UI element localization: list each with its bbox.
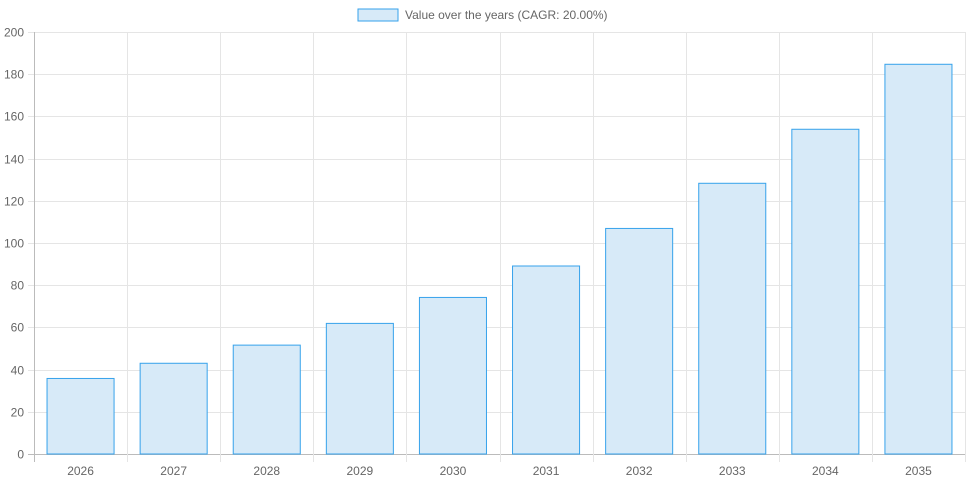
bar — [512, 265, 581, 455]
legend-label: Value over the years (CAGR: 20.00%) — [405, 8, 608, 22]
y-axis-labels: 0 20 40 60 80 100 120 140 160 180 200 — [4, 26, 24, 462]
y-tick-label: 200 — [4, 26, 24, 40]
x-tick-label: 2030 — [440, 464, 467, 478]
x-axis-labels: 2026 2027 2028 2029 2030 2031 2032 2033 2034 2035 — [67, 464, 932, 478]
x-tick-label: 2029 — [346, 464, 373, 478]
x-tick-label: 2026 — [67, 464, 94, 478]
y-tick-label: 160 — [4, 110, 24, 124]
x-tick-label: 2031 — [533, 464, 560, 478]
bar — [884, 63, 953, 455]
legend-swatch — [357, 8, 399, 22]
bars — [46, 63, 953, 455]
x-tick-label: 2035 — [905, 464, 932, 478]
x-tick-label: 2033 — [719, 464, 746, 478]
bar — [698, 182, 767, 455]
y-tick-label: 100 — [4, 237, 24, 251]
x-tick-label: 2032 — [626, 464, 653, 478]
legend[interactable]: Value over the years (CAGR: 20.00%) — [357, 8, 608, 22]
y-tick-label: 180 — [4, 68, 24, 82]
bar — [46, 377, 115, 455]
bar — [232, 344, 301, 455]
bar — [139, 362, 208, 455]
x-tick-label: 2028 — [253, 464, 280, 478]
y-tick-label: 20 — [11, 406, 25, 420]
bar — [325, 322, 394, 455]
y-tick-label: 0 — [17, 448, 24, 462]
y-tick-label: 60 — [11, 321, 25, 335]
bar — [418, 296, 487, 455]
y-tick-label: 40 — [11, 364, 25, 378]
x-tick-label: 2027 — [160, 464, 187, 478]
y-tick-label: 80 — [11, 279, 25, 293]
bar — [791, 128, 860, 455]
x-tick-label: 2034 — [812, 464, 839, 478]
bar — [605, 227, 674, 455]
y-tick-label: 120 — [4, 195, 24, 209]
y-tick-label: 140 — [4, 153, 24, 167]
